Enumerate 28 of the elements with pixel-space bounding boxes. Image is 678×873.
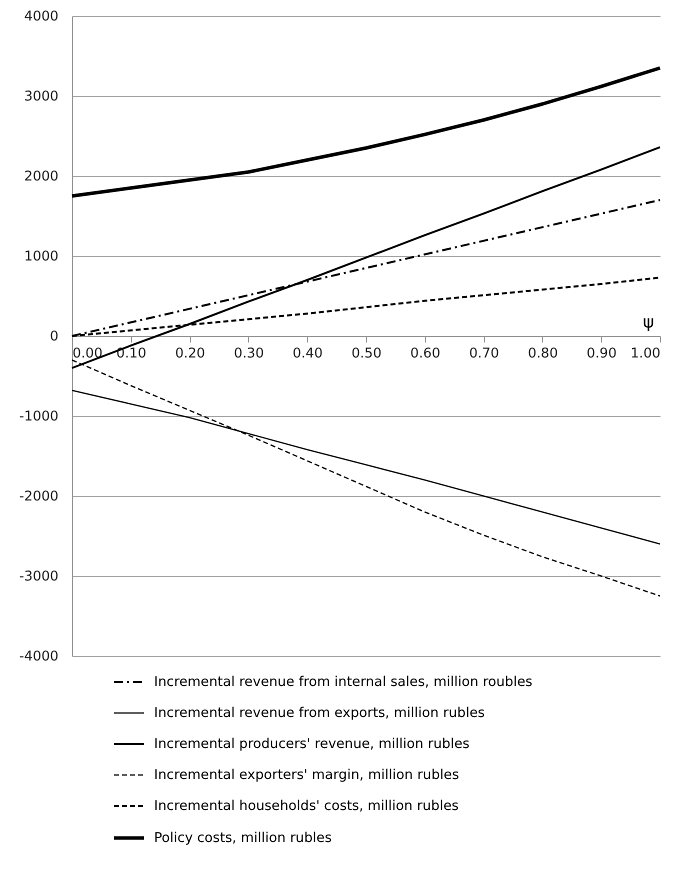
x-tick-label: 0.30 [234,346,264,362]
y-tick-label: -2000 [19,488,58,504]
x-tick-label: 0.10 [116,346,146,362]
legend-label: Incremental households' costs, million rubles [154,798,459,814]
legend-label: Incremental producers' revenue, million rubles [154,736,470,752]
y-tick-label: 1000 [24,248,58,264]
x-tick-label: 0.50 [351,346,382,362]
y-tick-label: -4000 [19,648,58,664]
x-tick-label: 0.60 [410,346,440,362]
line-series [70,66,662,198]
x-tick-label: 1.00 [630,346,660,362]
x-axis-title: ψ [642,312,654,332]
legend-label: Incremental exporters' margin, million rubles [154,767,459,783]
legend-label: Incremental revenue from exports, million rubles [154,705,485,721]
y-tick-label: -1000 [19,408,58,424]
y-tick-label: 3000 [24,88,58,104]
x-tick-label: 0.90 [586,346,617,362]
y-tick-label: 2000 [24,168,58,184]
y-tick-label: -3000 [19,568,58,584]
legend-label: Incremental revenue from internal sales, million roubles [154,674,532,690]
x-tick-label: 0.80 [528,346,558,362]
legend-label: Policy costs, million rubles [154,830,332,846]
x-tick-label: 0.20 [175,346,206,362]
y-tick-label: 0 [50,328,58,344]
x-tick-label: 0.00 [72,346,103,362]
x-tick-label: 0.40 [292,346,323,362]
y-tick-label: 4000 [24,8,58,24]
x-tick-label: 0.70 [469,346,500,362]
